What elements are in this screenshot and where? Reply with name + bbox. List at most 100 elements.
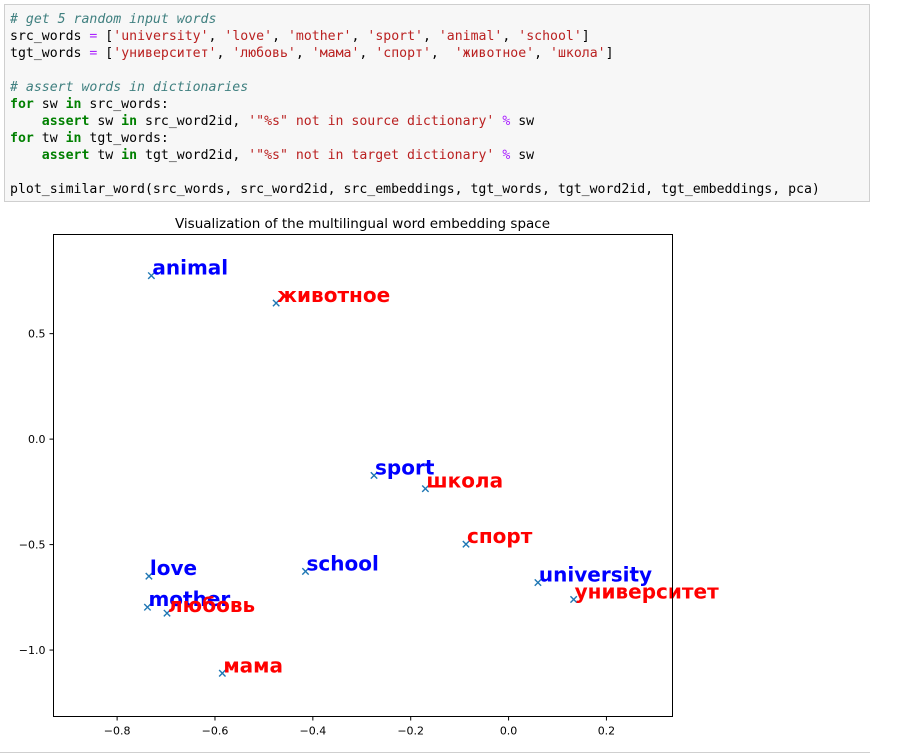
code-string: 'sport': [367, 29, 423, 44]
target-word-point: животное: [272, 283, 390, 307]
source-word-point: animal: [147, 256, 228, 280]
source-word-point: sport: [370, 455, 435, 480]
code-text: sw: [89, 114, 122, 129]
code-text: tgt_words: [10, 46, 90, 61]
source-word-label: university: [539, 563, 652, 587]
code-cell[interactable]: # get 5 random input words src_words = ['…: [4, 4, 870, 202]
source-word-label: school: [307, 551, 379, 575]
code-text: ,: [208, 29, 225, 44]
source-word-point: love: [145, 556, 197, 580]
x-tick-label: 0.0: [500, 725, 518, 738]
x-marker: [462, 540, 470, 548]
code-line: [10, 164, 869, 181]
code-keyword: in: [121, 114, 138, 129]
code-text: ,: [430, 46, 455, 61]
code-line: assert tw in tgt_word2id, '"%s" not in t…: [10, 147, 869, 164]
x-tick-label: −0.6: [202, 725, 229, 738]
x-marker: [143, 603, 152, 611]
target-word-label: школа: [426, 469, 503, 493]
code-text: src_word2id,: [137, 114, 249, 129]
code-string: '"%s" not in target dictionary': [248, 148, 495, 163]
source-word-point: university: [534, 563, 652, 587]
code-line: src_words = ['university', 'love', 'moth…: [10, 28, 869, 45]
x-marker: [147, 271, 156, 280]
code-keyword: for: [10, 97, 34, 112]
x-marker: [534, 578, 542, 587]
chart-title: Visualization of the multilingual word e…: [175, 216, 550, 232]
code-text: ,: [534, 46, 551, 61]
x-marker: [301, 567, 310, 576]
code-line: # assert words in dictionaries: [10, 79, 869, 96]
code-comment: # get 5 random input words: [10, 12, 217, 27]
x-marker: [370, 471, 378, 480]
target-word-label: университет: [575, 579, 719, 603]
x-marker: [569, 595, 578, 604]
x-marker: [421, 484, 430, 493]
code-text: sw: [33, 97, 66, 112]
code-string: 'животное': [454, 46, 535, 61]
code-text: ,: [351, 29, 368, 44]
code-text: tgt_word2id,: [137, 148, 249, 163]
output-area: Visualization of the multilingual word e…: [0, 206, 912, 752]
target-word-point: спорт: [462, 524, 533, 548]
code-text: ,: [272, 29, 288, 44]
source-word-point: mother: [143, 587, 230, 611]
source-word-label: mother: [148, 587, 230, 611]
y-tick-label: 0.0: [28, 433, 46, 446]
code-text: ,: [359, 46, 376, 61]
x-marker: [163, 609, 171, 617]
code-line: for tw in tgt_words:: [10, 130, 869, 147]
target-word-point: университет: [569, 579, 719, 604]
target-word-label: мама: [223, 653, 283, 677]
code-string: 'love': [224, 29, 273, 44]
plot-area-frame: [53, 234, 673, 717]
code-text: tw: [33, 131, 66, 146]
source-word-point: school: [301, 551, 379, 576]
target-word-label: любовь: [168, 593, 255, 617]
target-word-label: спорт: [467, 524, 533, 548]
code-string: 'university': [113, 29, 209, 44]
code-string: 'школа': [550, 46, 606, 61]
code-text: sw: [510, 114, 535, 129]
code-string: 'спорт': [375, 46, 431, 61]
code-string: 'animal': [438, 29, 503, 44]
x-tick-label: −0.4: [299, 725, 326, 738]
code-string: 'school': [518, 29, 582, 44]
code-text: sw: [510, 148, 535, 163]
code-text: ]: [605, 46, 614, 61]
x-marker: [145, 572, 153, 580]
code-text: ,: [295, 46, 312, 61]
code-operator: %: [502, 148, 511, 163]
code-keyword: for: [10, 131, 34, 146]
source-word-label: sport: [375, 455, 435, 479]
x-marker: [272, 299, 280, 307]
code-string: '"%s" not in source dictionary': [248, 114, 495, 129]
code-string: 'университет': [113, 46, 217, 61]
source-word-label: love: [150, 556, 197, 580]
x-marker: [218, 669, 227, 677]
code-text: src_words: [10, 29, 90, 44]
code-text: src_words:: [81, 97, 169, 112]
output-bottom-rule: [0, 752, 870, 753]
target-word-label: животное: [277, 283, 390, 307]
code-text: ]: [581, 29, 590, 44]
code-operator: %: [502, 114, 511, 129]
code-operator: =: [89, 29, 98, 44]
embedding-scatter-plot: Visualization of the multilingual word e…: [19, 216, 719, 738]
code-text: [: [97, 29, 114, 44]
source-word-label: animal: [152, 256, 228, 280]
code-string: 'мама': [311, 46, 360, 61]
y-tick-label: −0.5: [19, 539, 46, 552]
code-keyword: assert: [41, 114, 90, 129]
code-line: tgt_words = ['университет', 'любовь', 'м…: [10, 45, 869, 62]
target-word-point: мама: [218, 653, 283, 677]
code-text: plot_similar_word(src_words, src_word2id…: [10, 182, 820, 197]
code-string: 'любовь': [232, 46, 296, 61]
code-text: [10, 148, 42, 163]
code-line: for sw in src_words:: [10, 96, 869, 113]
code-keyword: in: [65, 131, 82, 146]
target-word-point: школа: [421, 469, 503, 493]
code-text: [: [97, 46, 114, 61]
code-line: # get 5 random input words: [10, 11, 869, 28]
code-text: ,: [502, 29, 519, 44]
